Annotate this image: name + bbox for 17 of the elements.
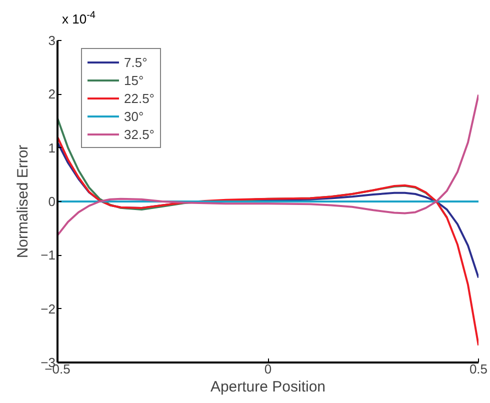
- legend-label: 22.5°: [124, 90, 155, 106]
- line-series: [58, 94, 478, 236]
- y-tick-label: −1: [40, 248, 56, 263]
- y-axis-title: Normalised Error: [14, 144, 32, 258]
- legend-label: 7.5°: [124, 54, 148, 70]
- y-tick-label: 3: [48, 33, 56, 48]
- text: x 10$^{-4}$: [62, 9, 96, 28]
- y-tick-label: −2: [40, 301, 56, 316]
- y-tick-label: 0: [48, 194, 56, 209]
- x-axis-title: Aperture Position: [210, 378, 326, 396]
- legend-label: 32.5°: [124, 126, 155, 142]
- y-tick-label: 1: [48, 140, 56, 156]
- y-tick-label: 2: [48, 86, 56, 102]
- legend-label: 30°: [124, 108, 144, 124]
- x-tick-label: 0.5: [469, 362, 488, 376]
- legend-label: 15°: [124, 72, 144, 88]
- x-tick-label: 0: [264, 362, 272, 376]
